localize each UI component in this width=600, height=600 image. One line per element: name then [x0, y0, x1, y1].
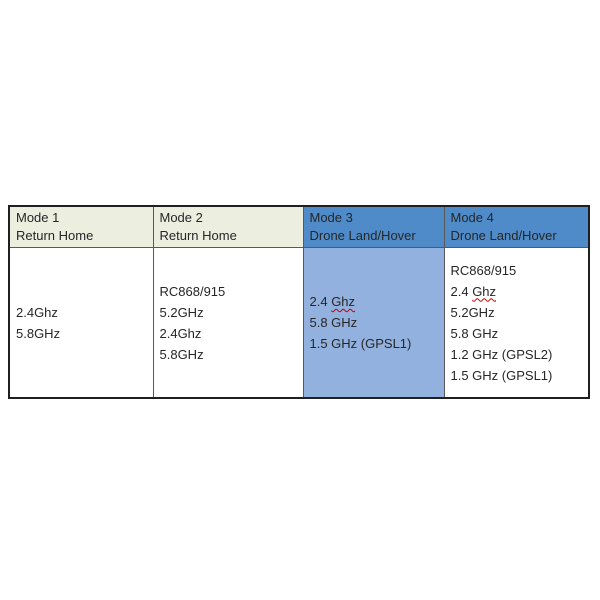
body-cell-mode1: 2.4Ghz 5.8GHz	[8, 247, 154, 399]
body-row: 2.4Ghz 5.8GHz RC868/915 5.2GHz 2.4Ghz 5.…	[8, 247, 590, 399]
frequency-line: 1.2 GHz (GPSL2)	[450, 346, 553, 362]
frequency-line: 2.4Ghz	[16, 304, 58, 320]
header-cell-mode2: Mode 2 Return Home	[152, 205, 304, 248]
frequency-line: 5.8 GHz	[309, 315, 358, 330]
mode4-subtitle: Drone Land/Hover	[450, 228, 557, 243]
frequency-line: 5.8GHz	[159, 346, 204, 362]
frequency-line: 2.4 Ghz	[451, 281, 583, 302]
misspelled-word: Ghz	[331, 294, 356, 309]
body-cell-mode3: 2.4 Ghz 5.8 GHz 1.5 GHz (GPSL1)	[302, 247, 445, 399]
body-cell-mode2: RC868/915 5.2GHz 2.4Ghz 5.8GHz	[152, 247, 304, 399]
mode3-title: Mode 3	[309, 210, 353, 225]
frequency-value: 2.4	[309, 294, 332, 309]
mode2-subtitle: Return Home	[159, 228, 237, 243]
header-cell-mode1: Mode 1 Return Home	[8, 205, 154, 248]
frequency-line: 5.8 GHz	[450, 325, 499, 341]
mode3-subtitle: Drone Land/Hover	[309, 228, 416, 243]
mode4-title: Mode 4	[450, 210, 494, 225]
frequency-line: 5.8GHz	[16, 325, 61, 341]
frequency-table-container: Mode 1 Return Home Mode 2 Return Home Mo…	[8, 205, 590, 399]
frequency-line: 2.4Ghz	[159, 325, 202, 341]
frequency-line: 1.5 GHz (GPSL1)	[309, 336, 412, 351]
header-cell-mode3: Mode 3 Drone Land/Hover	[302, 205, 445, 248]
mode2-title: Mode 2	[159, 210, 203, 225]
frequency-line: RC868/915	[159, 283, 226, 299]
mode1-subtitle: Return Home	[16, 228, 94, 243]
header-cell-mode4: Mode 4 Drone Land/Hover	[443, 205, 590, 248]
body-cell-mode4: RC868/915 2.4 Ghz 5.2GHz 5.8 GHz 1.2 GHz…	[443, 247, 590, 399]
frequency-line: 5.2GHz	[450, 304, 495, 320]
mode1-title: Mode 1	[16, 210, 60, 225]
drone-mode-frequency-table: Mode 1 Return Home Mode 2 Return Home Mo…	[8, 205, 590, 399]
header-row: Mode 1 Return Home Mode 2 Return Home Mo…	[8, 205, 590, 248]
frequency-line: 2.4 Ghz	[310, 291, 438, 312]
frequency-line: RC868/915	[450, 262, 517, 278]
frequency-line: 5.2GHz	[159, 304, 204, 320]
frequency-line: 1.5 GHz (GPSL1)	[450, 367, 553, 383]
frequency-value: 2.4	[450, 283, 473, 299]
misspelled-word: Ghz	[472, 283, 497, 299]
